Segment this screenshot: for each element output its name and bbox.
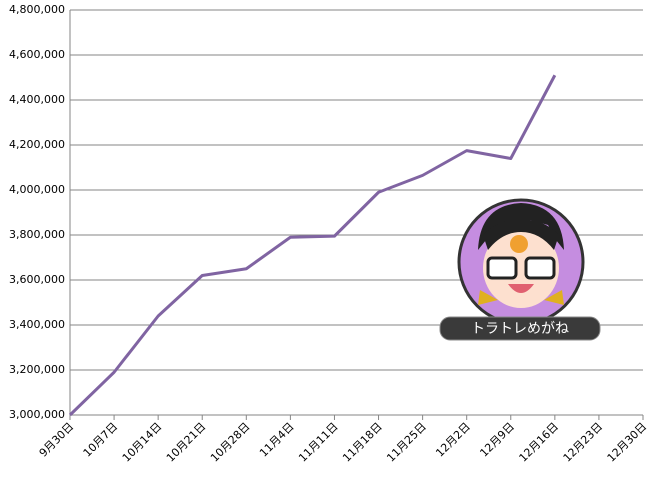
y-tick-label: 3,000,000 xyxy=(9,408,65,421)
glasses-right xyxy=(524,256,556,280)
y-tick-label: 4,600,000 xyxy=(9,48,65,61)
x-tick-label: 11月25日 xyxy=(384,420,429,465)
x-tick-label: 12月23日 xyxy=(561,420,606,465)
series-line xyxy=(68,74,557,417)
avatar: トラトレめがね xyxy=(439,198,601,341)
x-tick-label: 10月7日 xyxy=(81,420,121,460)
x-tick-label: 10月14日 xyxy=(120,420,165,465)
y-tick-label: 3,800,000 xyxy=(9,228,65,241)
y-tick-label: 4,800,000 xyxy=(9,3,65,16)
face xyxy=(483,228,559,308)
bangs xyxy=(483,219,559,250)
badge xyxy=(439,316,601,341)
hair xyxy=(478,203,564,250)
mouth xyxy=(508,284,534,293)
x-tick-label: 11月18日 xyxy=(340,420,385,465)
x-tick-label: 9月30日 xyxy=(37,420,77,460)
badge-label: トラトレめがね xyxy=(471,321,569,337)
x-tick-label: 12月16日 xyxy=(517,420,562,465)
y-tick-label: 3,600,000 xyxy=(9,273,65,286)
x-tick-label: 11月11日 xyxy=(296,420,341,465)
y-tick-label: 3,200,000 xyxy=(9,363,65,376)
x-tick-label: 12月2日 xyxy=(433,420,473,460)
glasses-left xyxy=(486,256,518,280)
mascot xyxy=(510,235,528,253)
x-tick-label: 10月21日 xyxy=(164,420,209,465)
x-tick-label: 10月28日 xyxy=(208,420,253,465)
y-tick-label: 4,400,000 xyxy=(9,93,65,106)
x-tick-label: 11月4日 xyxy=(257,420,297,460)
y-tick-label: 4,000,000 xyxy=(9,183,65,196)
y-tick-label: 4,200,000 xyxy=(9,138,65,151)
x-tick-label: 12月30日 xyxy=(605,420,650,465)
y-tick-label: 3,400,000 xyxy=(9,318,65,331)
x-tick-label: 12月9日 xyxy=(477,420,517,460)
